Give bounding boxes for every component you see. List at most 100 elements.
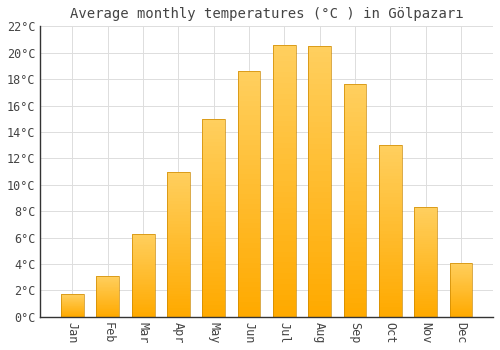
Bar (202, 119, 225, 317)
Bar (167, 206, 190, 209)
Bar (450, 292, 472, 293)
Bar (450, 298, 472, 299)
Bar (238, 91, 260, 96)
Bar (96, 292, 119, 293)
Bar (238, 258, 260, 263)
Bar (61, 310, 84, 311)
Bar (238, 312, 260, 317)
Bar (167, 282, 190, 285)
Bar (308, 144, 331, 149)
Bar (61, 298, 84, 299)
Bar (202, 174, 225, 178)
Bar (96, 311, 119, 312)
Bar (450, 279, 472, 280)
Bar (379, 307, 402, 310)
Bar (238, 86, 260, 91)
Bar (167, 265, 190, 267)
Bar (273, 159, 296, 164)
Bar (132, 255, 154, 257)
Bar (132, 285, 154, 287)
Bar (450, 306, 472, 307)
Bar (132, 237, 154, 239)
Bar (96, 302, 119, 303)
Bar (344, 205, 366, 210)
Bar (450, 268, 472, 269)
Bar (167, 189, 190, 192)
Bar (202, 289, 225, 293)
Bar (202, 281, 225, 285)
Bar (308, 106, 331, 111)
Bar (379, 255, 402, 258)
Bar (450, 278, 472, 279)
Bar (96, 316, 119, 317)
Bar (344, 298, 366, 303)
Bar (379, 275, 402, 279)
Bar (167, 180, 190, 183)
Bar (308, 165, 331, 170)
Bar (450, 296, 472, 297)
Bar (379, 279, 402, 282)
Bar (167, 224, 190, 227)
Bar (167, 212, 190, 215)
Bar (273, 175, 296, 181)
Bar (238, 224, 260, 229)
Bar (238, 243, 260, 248)
Bar (414, 273, 437, 275)
Bar (273, 219, 296, 224)
Bar (450, 283, 472, 284)
Bar (344, 191, 366, 196)
Bar (450, 271, 472, 272)
Bar (96, 296, 119, 297)
Bar (308, 149, 331, 154)
Bar (167, 209, 190, 212)
Bar (132, 288, 154, 290)
Bar (344, 84, 366, 89)
Bar (414, 260, 437, 262)
Bar (414, 268, 437, 271)
Bar (379, 176, 402, 180)
Bar (273, 99, 296, 105)
Bar (344, 196, 366, 201)
Bar (379, 145, 402, 317)
Bar (167, 232, 190, 236)
Bar (450, 305, 472, 306)
Bar (238, 169, 260, 174)
Bar (132, 282, 154, 284)
Bar (132, 245, 154, 247)
Bar (96, 283, 119, 284)
Bar (450, 293, 472, 294)
Bar (202, 198, 225, 202)
Bar (344, 238, 366, 243)
Bar (202, 123, 225, 127)
Bar (132, 257, 154, 259)
Bar (61, 296, 84, 297)
Bar (308, 262, 331, 268)
Bar (202, 190, 225, 194)
Bar (167, 244, 190, 247)
Bar (202, 313, 225, 317)
Bar (414, 262, 437, 264)
Bar (202, 170, 225, 174)
Bar (273, 154, 296, 159)
Bar (96, 305, 119, 306)
Bar (450, 291, 472, 292)
Bar (96, 294, 119, 295)
Bar (344, 247, 366, 252)
Bar (167, 273, 190, 276)
Bar (308, 46, 331, 51)
Bar (202, 131, 225, 134)
Bar (344, 270, 366, 275)
Bar (132, 240, 154, 242)
Bar (273, 110, 296, 116)
Bar (450, 315, 472, 316)
Bar (308, 68, 331, 73)
Bar (379, 265, 402, 269)
Bar (238, 229, 260, 233)
Bar (379, 231, 402, 234)
Bar (61, 306, 84, 307)
Bar (450, 273, 472, 275)
Bar (96, 315, 119, 316)
Bar (273, 186, 296, 192)
Bar (308, 198, 331, 203)
Bar (202, 269, 225, 273)
